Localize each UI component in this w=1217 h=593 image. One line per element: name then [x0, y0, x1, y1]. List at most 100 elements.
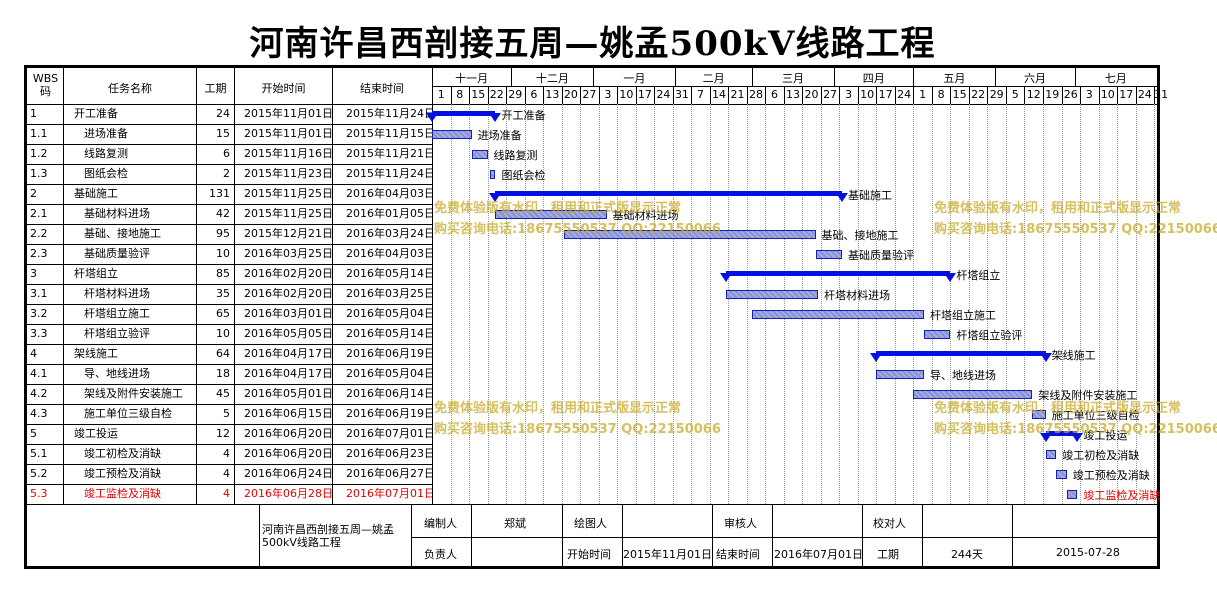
day-tick — [580, 86, 582, 104]
day-header: 3 — [1085, 88, 1093, 101]
task-bar[interactable] — [1032, 410, 1046, 419]
footer-project: 河南许昌西剖接五周—姚孟500kV线路工程 — [262, 523, 394, 549]
task-bar[interactable] — [432, 130, 472, 139]
summary-bar[interactable] — [876, 351, 1046, 356]
task-bar[interactable] — [752, 310, 924, 319]
task-name: 架线施工 — [74, 347, 118, 360]
day-header: 24 — [1137, 88, 1152, 101]
month-tick — [1074, 68, 1076, 86]
week-gridline — [987, 104, 989, 504]
header-divider — [27, 104, 1157, 105]
week-gridline — [1005, 104, 1007, 504]
task-wbs: 5.1 — [30, 447, 48, 460]
footer-start-label: 开始时间 — [567, 548, 611, 561]
week-gridline — [617, 104, 619, 504]
week-gridline — [524, 104, 526, 504]
bar-label: 杆塔材料进场 — [824, 289, 891, 302]
month-tick — [913, 68, 915, 86]
day-tick — [1117, 86, 1119, 104]
task-bar[interactable] — [1045, 450, 1057, 459]
task-bar[interactable] — [490, 170, 496, 179]
footer-column-divider — [471, 504, 472, 566]
footer-dur: 244天 — [951, 548, 983, 561]
bar-label: 线路复测 — [493, 149, 538, 162]
day-header: 13 — [545, 88, 560, 101]
day-tick — [1154, 86, 1156, 104]
month-header: 十二月 — [535, 72, 569, 85]
bar-label: 开工准备 — [501, 109, 546, 122]
week-gridline — [487, 104, 489, 504]
task-wbs: 1.2 — [30, 147, 48, 160]
task-end: 2016年05月14日 — [346, 327, 432, 340]
task-bar[interactable] — [913, 390, 1033, 399]
bar-label: 竣工监检及消缺 — [1083, 489, 1161, 502]
task-end: 2015年11月15日 — [346, 127, 432, 140]
week-gridline — [746, 104, 748, 504]
day-tick — [672, 86, 674, 104]
task-end: 2016年03月25日 — [346, 287, 432, 300]
week-gridline — [580, 104, 582, 504]
row-divider — [27, 364, 432, 365]
task-start: 2016年05月01日 — [244, 387, 332, 400]
day-header: 3 — [845, 88, 853, 101]
task-start: 2016年04月17日 — [244, 347, 332, 360]
task-bar[interactable] — [725, 290, 819, 299]
header-name: 任务名称 — [108, 82, 152, 95]
week-gridline — [506, 104, 508, 504]
day-tick — [635, 86, 637, 104]
day-tick — [709, 86, 711, 104]
watermark-4: 免费体验版有水印，租用和正式版显示正常 购买咨询电话:18675550537 QQ… — [934, 401, 1217, 437]
task-start: 2016年03月25日 — [244, 247, 332, 260]
task-bar[interactable] — [876, 370, 924, 379]
footer-reviewer-label: 审核人 — [724, 517, 757, 530]
task-start: 2016年04月17日 — [244, 367, 332, 380]
month-header: 三月 — [782, 72, 805, 85]
bar-label: 施工单位三级自检 — [1051, 409, 1140, 422]
summary-bar[interactable] — [495, 191, 842, 196]
gantt-frame — [24, 65, 1160, 569]
task-bar[interactable] — [815, 250, 842, 259]
day-header: 21 — [730, 88, 745, 101]
row-divider — [27, 124, 432, 125]
summary-bar[interactable] — [1045, 431, 1078, 436]
row-divider — [27, 144, 432, 145]
task-bar[interactable] — [471, 150, 488, 159]
column-divider — [332, 68, 333, 504]
task-wbs: 3.2 — [30, 307, 48, 320]
summary-end-marker — [1071, 433, 1084, 442]
row-divider — [27, 484, 432, 485]
task-name: 杆塔组立验评 — [84, 327, 150, 340]
task-wbs: 1.1 — [30, 127, 48, 140]
watermark-1: 免费体验版有水印，租用和正式版显示正常 购买咨询电话:18675550537 QQ… — [434, 201, 721, 237]
task-duration: 5 — [223, 407, 230, 420]
day-tick — [524, 86, 526, 104]
task-start: 2016年03月01日 — [244, 307, 332, 320]
task-start: 2015年11月25日 — [244, 207, 332, 220]
footer-start: 2015年11月01日 — [623, 548, 712, 561]
footer-end: 2016年07月01日 — [774, 548, 863, 561]
summary-bar[interactable] — [432, 111, 496, 116]
task-start: 2016年06月24日 — [244, 467, 332, 480]
summary-start-marker — [489, 193, 502, 202]
task-bar[interactable] — [564, 230, 816, 239]
task-bar[interactable] — [495, 210, 607, 219]
task-bar[interactable] — [1066, 490, 1078, 499]
day-header: 10 — [619, 88, 634, 101]
summary-bar[interactable] — [725, 271, 951, 276]
task-bar[interactable] — [1056, 470, 1067, 479]
day-header: 29 — [989, 88, 1004, 101]
task-start: 2015年11月01日 — [244, 107, 332, 120]
bar-label: 架线及附件安装施工 — [1038, 389, 1138, 402]
week-gridline — [469, 104, 471, 504]
day-header: 6 — [771, 88, 779, 101]
summary-end-marker — [1039, 353, 1052, 362]
day-tick — [950, 86, 952, 104]
task-start: 2016年06月15日 — [244, 407, 332, 420]
month-header: 十一月 — [455, 72, 489, 85]
day-tick — [839, 86, 841, 104]
task-duration: 95 — [216, 227, 230, 240]
footer-dur-label: 工期 — [877, 548, 899, 561]
task-bar[interactable] — [923, 330, 951, 339]
task-name: 杆塔组立 — [74, 267, 118, 280]
task-wbs: 4.2 — [30, 387, 48, 400]
